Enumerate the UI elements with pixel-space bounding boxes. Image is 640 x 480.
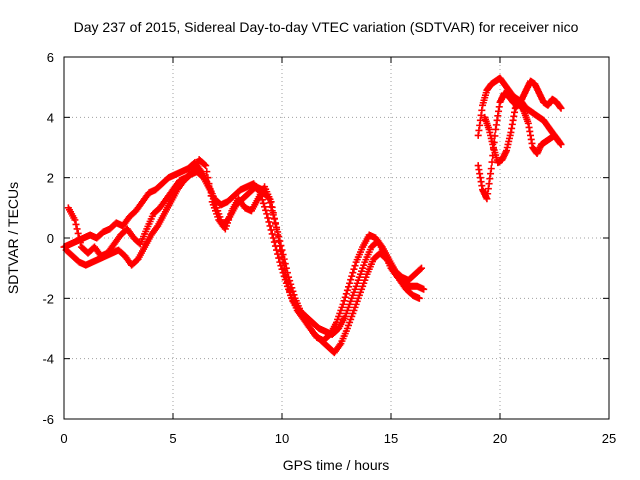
y-tick-label: -2 bbox=[42, 291, 54, 306]
data-point bbox=[285, 273, 293, 281]
series-track-d bbox=[474, 74, 565, 148]
data-point bbox=[418, 264, 426, 272]
series-track-f bbox=[481, 98, 563, 167]
data-point bbox=[263, 210, 271, 218]
y-tick-label: 2 bbox=[47, 171, 54, 186]
data-point bbox=[487, 165, 495, 173]
data-points bbox=[60, 74, 565, 357]
y-tick-label: 4 bbox=[47, 110, 54, 125]
data-point bbox=[202, 162, 210, 170]
data-point bbox=[265, 218, 273, 226]
data-point bbox=[277, 242, 285, 250]
x-tick-label: 20 bbox=[493, 431, 507, 446]
data-point bbox=[201, 161, 209, 169]
data-point bbox=[349, 269, 357, 277]
data-point bbox=[280, 255, 288, 263]
data-point bbox=[288, 284, 296, 292]
grid bbox=[64, 57, 609, 419]
y-tick-label: 6 bbox=[47, 50, 54, 65]
data-point bbox=[283, 269, 291, 277]
data-point bbox=[276, 237, 284, 245]
data-point bbox=[275, 254, 283, 262]
data-point bbox=[268, 230, 276, 238]
data-point bbox=[275, 232, 283, 240]
data-point bbox=[153, 223, 161, 231]
data-point bbox=[271, 219, 279, 227]
data-point bbox=[264, 193, 272, 201]
data-point bbox=[261, 203, 269, 211]
data-point bbox=[416, 265, 424, 273]
data-point bbox=[557, 104, 565, 112]
data-point bbox=[278, 246, 286, 254]
data-point bbox=[346, 279, 354, 287]
data-point bbox=[267, 203, 275, 211]
data-point bbox=[71, 216, 79, 224]
data-point bbox=[264, 214, 272, 222]
data-point bbox=[73, 225, 81, 233]
data-point bbox=[262, 206, 270, 214]
y-tick-label: -6 bbox=[42, 412, 54, 427]
data-point bbox=[225, 214, 233, 222]
data-point bbox=[350, 265, 358, 273]
data-point bbox=[279, 251, 287, 259]
data-point bbox=[259, 199, 267, 207]
data-point bbox=[76, 239, 84, 247]
series-track-c bbox=[62, 168, 423, 357]
data-point bbox=[282, 264, 290, 272]
y-tick-label: 0 bbox=[47, 231, 54, 246]
data-point bbox=[340, 297, 348, 305]
data-point bbox=[415, 294, 423, 302]
data-point bbox=[420, 285, 428, 293]
data-point bbox=[265, 195, 273, 203]
data-point bbox=[268, 207, 276, 215]
data-point bbox=[344, 283, 352, 291]
data-point bbox=[287, 280, 295, 288]
data-point bbox=[270, 215, 278, 223]
chart-title: Day 237 of 2015, Sidereal Day-to-day VTE… bbox=[74, 19, 579, 35]
data-point bbox=[286, 277, 294, 285]
data-point bbox=[266, 199, 274, 207]
data-point bbox=[341, 293, 349, 301]
data-point bbox=[75, 234, 83, 242]
data-point bbox=[377, 242, 385, 250]
x-tick-label: 0 bbox=[60, 431, 67, 446]
data-point bbox=[343, 286, 351, 294]
data-point bbox=[339, 300, 347, 308]
data-point bbox=[72, 220, 80, 228]
data-point bbox=[269, 234, 277, 242]
data-point bbox=[348, 272, 356, 280]
data-point bbox=[266, 222, 274, 230]
x-tick-label: 10 bbox=[275, 431, 289, 446]
x-axis-label: GPS time / hours bbox=[283, 457, 390, 473]
y-axis-label: SDTVAR / TECUs bbox=[5, 182, 21, 294]
data-point bbox=[273, 223, 281, 231]
data-point bbox=[269, 211, 277, 219]
data-point bbox=[336, 341, 344, 349]
data-point bbox=[351, 262, 359, 270]
data-point bbox=[281, 260, 289, 268]
x-tick-label: 5 bbox=[169, 431, 176, 446]
x-tick-label: 15 bbox=[384, 431, 398, 446]
x-tick-label: 25 bbox=[602, 431, 616, 446]
data-point bbox=[74, 229, 82, 237]
data-point bbox=[347, 276, 355, 284]
data-point bbox=[289, 287, 297, 295]
data-point bbox=[270, 238, 278, 246]
data-point bbox=[203, 168, 211, 176]
plot-frame bbox=[63, 56, 610, 420]
data-point bbox=[290, 291, 298, 299]
data-point bbox=[342, 290, 350, 298]
y-tick-label: -4 bbox=[42, 352, 54, 367]
data-point bbox=[555, 137, 563, 145]
data-point bbox=[274, 228, 282, 236]
data-point bbox=[388, 263, 396, 271]
